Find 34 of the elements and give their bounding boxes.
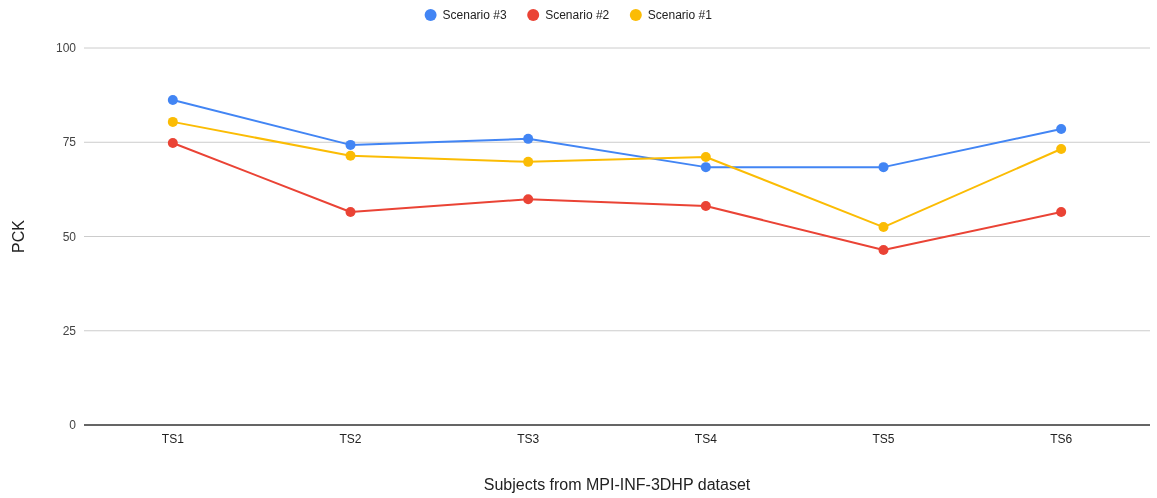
x-tick-label: TS2	[339, 432, 362, 446]
point	[878, 245, 889, 256]
y-tick-label: 0	[69, 418, 77, 433]
point	[167, 95, 178, 106]
point	[167, 116, 178, 127]
point	[700, 200, 711, 211]
point	[878, 162, 889, 173]
point	[1056, 144, 1067, 155]
x-tick-label: TS1	[161, 432, 185, 446]
y-tick-label: 25	[62, 323, 77, 338]
x-axis-title: Subjects from MPI-INF-3DHP dataset	[483, 476, 751, 493]
x-tick-label: TS6	[1050, 432, 1073, 446]
y-tick-label: 100	[55, 41, 77, 56]
point	[878, 222, 889, 233]
legend-label: Scenario #3	[442, 8, 507, 23]
point	[523, 156, 534, 167]
point	[345, 207, 356, 217]
x-tick-label: TS3	[517, 432, 540, 446]
legend-label: Scenario #1	[647, 8, 713, 23]
y-tick-label: 50	[62, 229, 77, 244]
x-tick-label: TS5	[872, 432, 895, 446]
x-tick-label: TS4	[694, 432, 718, 446]
legend-label: Scenario #2	[545, 8, 610, 23]
point	[1056, 124, 1067, 135]
point	[1056, 207, 1067, 217]
y-tick-label: 75	[62, 135, 77, 150]
point	[523, 133, 534, 144]
point	[167, 138, 178, 148]
point	[345, 150, 356, 161]
point	[700, 162, 711, 173]
point	[700, 151, 711, 162]
point	[523, 194, 534, 205]
point	[345, 139, 356, 150]
y-axis-title: PCK	[10, 219, 27, 253]
